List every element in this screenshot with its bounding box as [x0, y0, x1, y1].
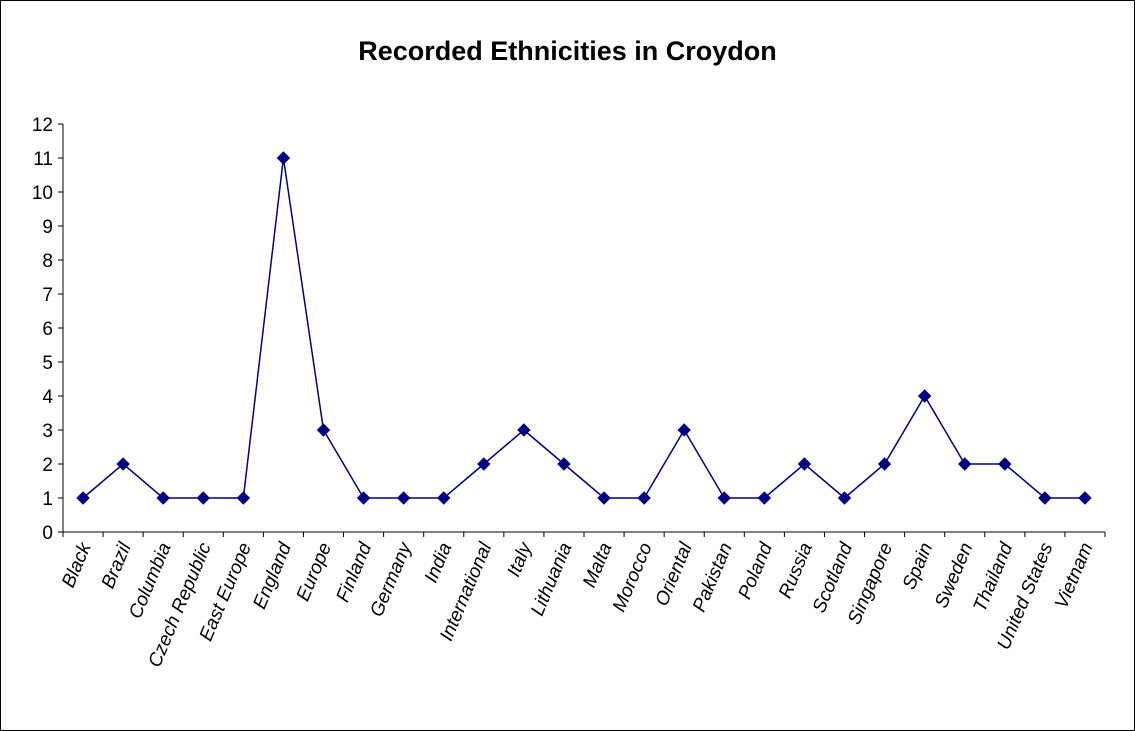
y-tick-label: 6: [42, 319, 53, 340]
x-tick-label: Poland: [734, 538, 777, 602]
data-point: [1078, 491, 1092, 505]
x-tick-label: Europe: [293, 540, 336, 605]
data-point: [597, 491, 611, 505]
data-point: [797, 457, 812, 471]
data-point: [316, 423, 331, 437]
data-point: [477, 457, 491, 471]
data-point: [116, 457, 130, 471]
data-point: [637, 491, 651, 505]
y-tick-label: 11: [33, 149, 53, 170]
x-tick-label: India: [421, 540, 456, 586]
y-tick-label: 9: [42, 217, 53, 238]
x-tick-label: Pakistan: [689, 540, 737, 615]
data-point: [437, 491, 451, 505]
x-tick-label: Black: [58, 538, 96, 590]
data-point: [677, 423, 691, 437]
data-point: [76, 491, 90, 505]
x-tick-label: Spain: [899, 540, 937, 593]
x-tick-label: Russia: [775, 540, 817, 602]
y-tick-label: 8: [42, 251, 53, 272]
y-tick-label: 5: [42, 353, 53, 374]
x-tick-label: England: [249, 538, 296, 612]
x-tick-label: Italy: [504, 538, 538, 580]
y-tick-label: 4: [42, 387, 53, 408]
y-tick-label: 12: [32, 115, 53, 136]
data-point: [1038, 491, 1052, 505]
series-group: [76, 151, 1092, 505]
data-point: [517, 423, 531, 437]
y-tick-label: 10: [32, 183, 53, 204]
data-point: [717, 491, 731, 505]
data-point: [757, 491, 772, 505]
y-tick-label: 0: [42, 523, 53, 544]
data-point: [837, 491, 852, 505]
y-tick-label: 1: [42, 489, 53, 510]
x-tick-label: Finland: [332, 538, 376, 605]
data-point: [917, 389, 932, 403]
data-point: [958, 457, 972, 471]
x-tick-label: Morocco: [609, 540, 657, 615]
data-point: [196, 491, 210, 505]
data-point: [877, 457, 892, 471]
data-point: [236, 491, 251, 505]
data-point: [356, 491, 371, 505]
data-point: [156, 491, 170, 505]
x-tick-label: Brazil: [98, 539, 136, 592]
y-tick-label: 7: [42, 285, 53, 306]
y-tick-label: 2: [42, 455, 53, 476]
axes: [62, 124, 1105, 533]
data-point: [998, 457, 1012, 471]
series-line: [82, 157, 1085, 499]
chart-title: Recorded Ethnicities in Croydon: [358, 36, 777, 66]
data-point: [396, 491, 411, 505]
y-tick-label: 3: [42, 421, 53, 442]
x-tick-label: Vietnam: [1051, 540, 1097, 612]
data-point: [276, 151, 291, 165]
x-tick-label: Oriental: [651, 539, 697, 609]
data-point: [557, 457, 571, 471]
x-tick-label: Malta: [579, 540, 616, 591]
x-tick-label: Sweden: [931, 540, 977, 611]
